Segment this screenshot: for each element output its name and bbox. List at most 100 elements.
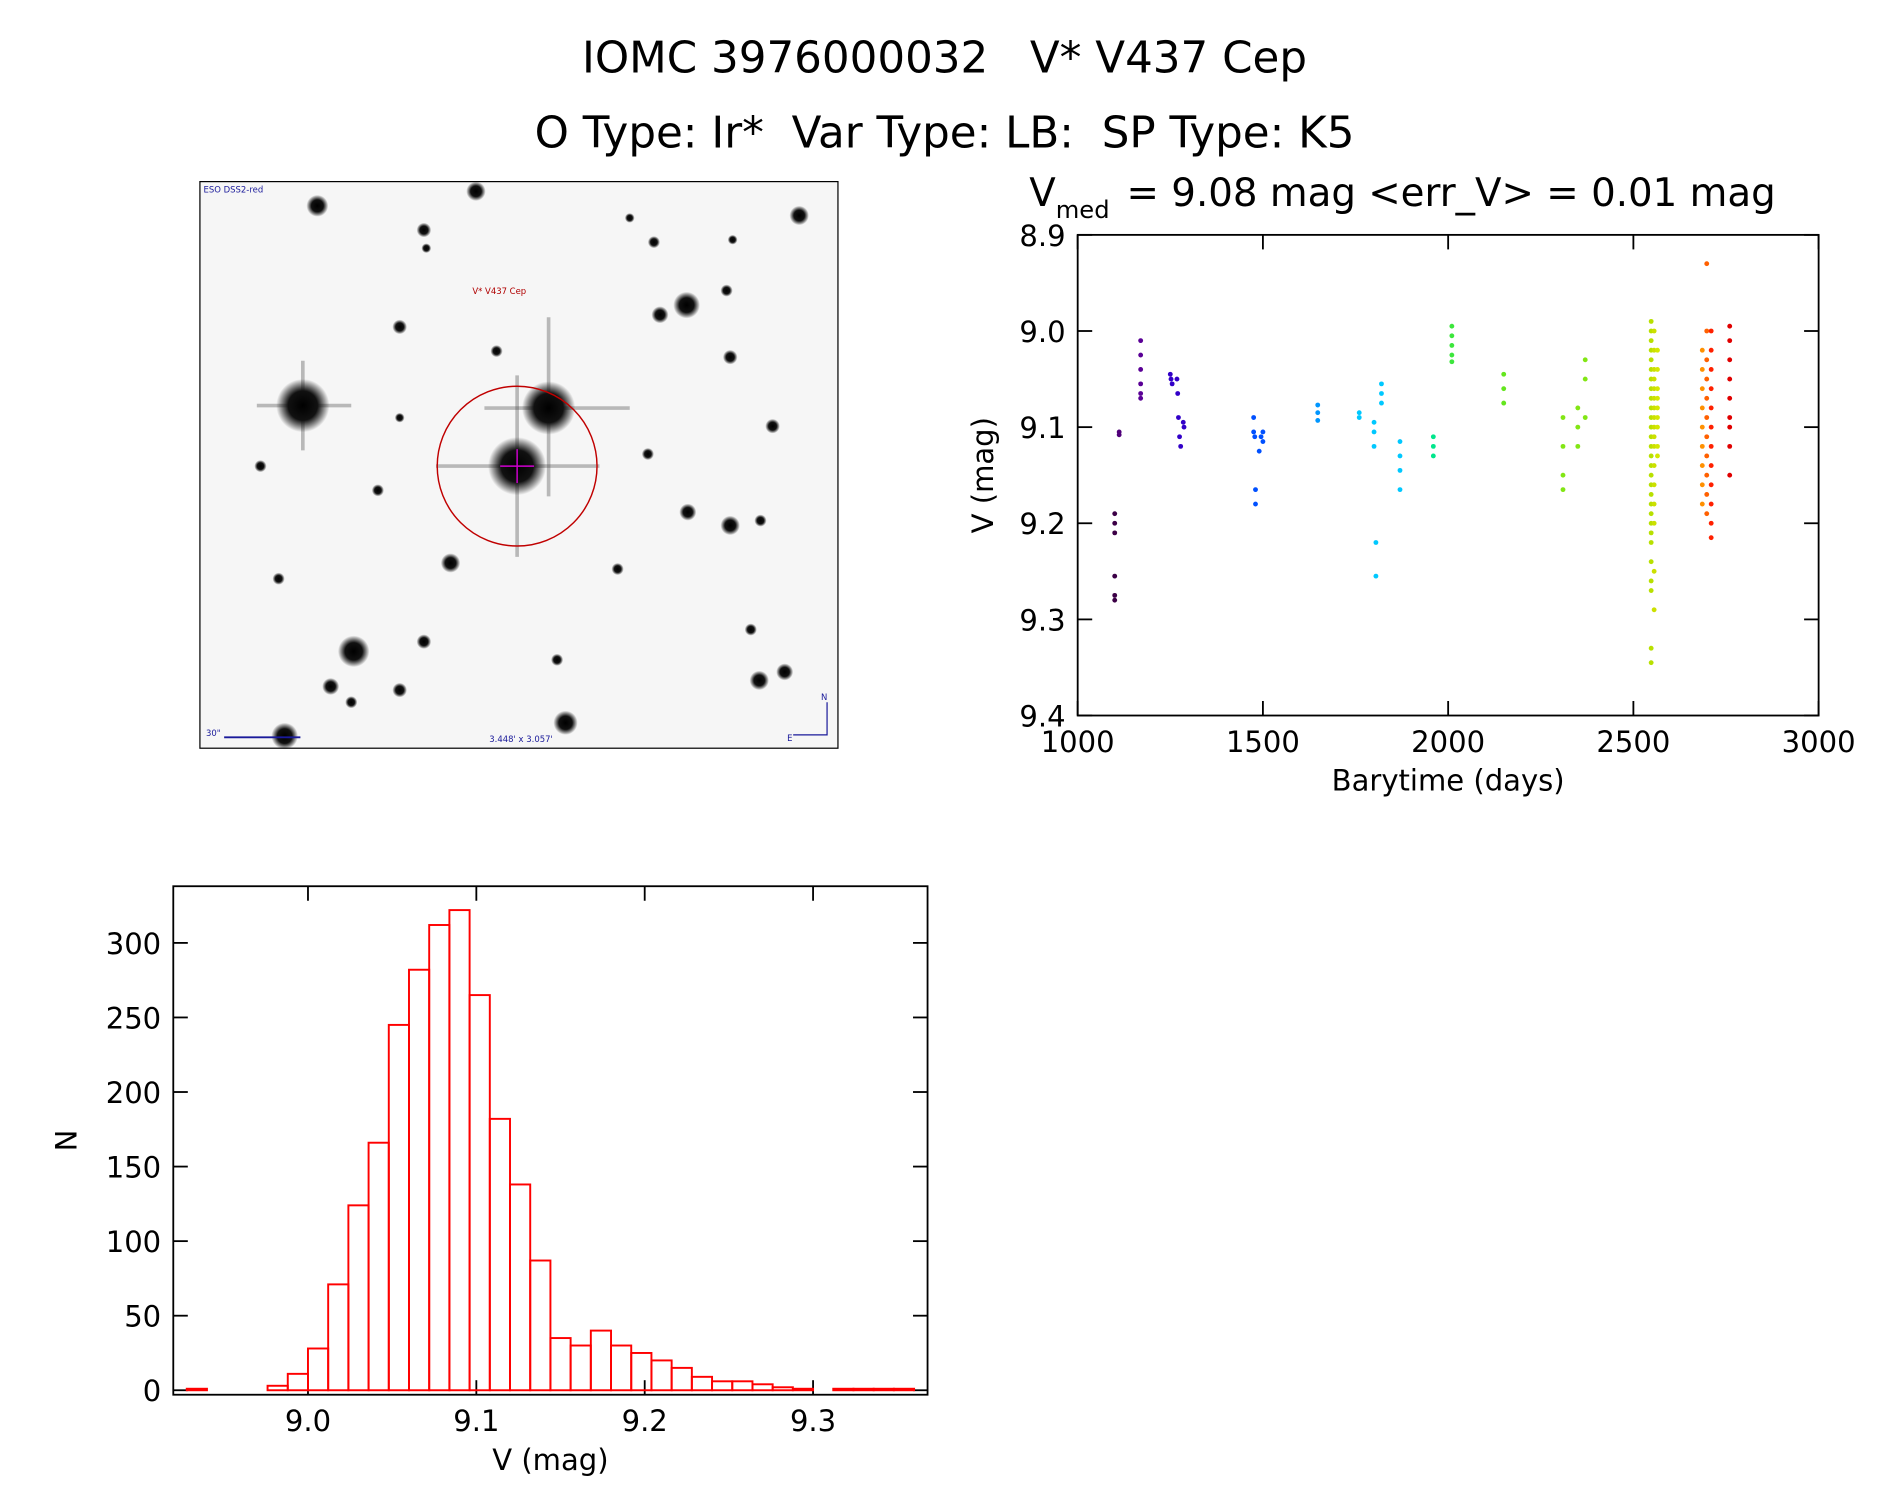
data-point bbox=[1575, 405, 1581, 411]
histogram-bar bbox=[892, 1387, 916, 1392]
star bbox=[679, 503, 697, 521]
data-point bbox=[1704, 453, 1710, 459]
star bbox=[624, 213, 635, 223]
data-point bbox=[1727, 376, 1733, 382]
title-prefix: V bbox=[1029, 171, 1056, 216]
data-point bbox=[1648, 453, 1654, 459]
histogram-bar bbox=[630, 1352, 653, 1392]
y-tick-label: 9.4 bbox=[1019, 699, 1065, 733]
field-size-label: 3.448' x 3.057' bbox=[489, 734, 553, 744]
histogram-bar bbox=[185, 1387, 208, 1392]
data-point bbox=[1699, 424, 1705, 430]
chart-title: Vmed = 9.08 mag <err_V> = 0.01 mag bbox=[1029, 171, 1775, 224]
plot-frame bbox=[172, 885, 929, 1396]
data-point bbox=[1699, 347, 1705, 353]
data-point bbox=[1651, 405, 1657, 411]
data-point bbox=[1112, 530, 1118, 536]
data-point bbox=[1575, 424, 1581, 430]
star bbox=[466, 181, 486, 201]
data-point bbox=[1727, 357, 1733, 363]
data-point bbox=[1138, 381, 1144, 387]
data-point bbox=[1655, 415, 1660, 420]
data-point bbox=[1648, 540, 1654, 545]
data-point bbox=[1379, 391, 1384, 396]
data-point bbox=[1727, 338, 1733, 344]
x-tick-label: 1000 bbox=[1041, 725, 1115, 759]
data-point bbox=[1371, 429, 1377, 435]
data-point bbox=[1727, 415, 1733, 420]
histogram-bar bbox=[731, 1380, 754, 1392]
star bbox=[727, 234, 738, 245]
data-point bbox=[1430, 453, 1436, 459]
y-tick-label: 9.3 bbox=[1019, 603, 1065, 637]
histogram-bar bbox=[327, 1283, 350, 1392]
star bbox=[647, 236, 660, 249]
data-point bbox=[1651, 395, 1657, 401]
data-point bbox=[1699, 386, 1705, 392]
data-point bbox=[1704, 376, 1710, 382]
histogram-bar bbox=[266, 1384, 289, 1392]
data-point bbox=[1708, 501, 1714, 507]
data-point bbox=[1501, 386, 1507, 392]
star bbox=[421, 243, 432, 254]
data-point bbox=[1138, 367, 1144, 372]
y-tick-label: 200 bbox=[106, 1076, 161, 1110]
x-tick-label: 2000 bbox=[1411, 725, 1485, 759]
data-point bbox=[1699, 501, 1705, 507]
data-point bbox=[1560, 472, 1566, 478]
star bbox=[392, 682, 407, 698]
data-point bbox=[1138, 352, 1144, 358]
star bbox=[521, 381, 576, 435]
data-point bbox=[1397, 453, 1403, 459]
data-point bbox=[1655, 443, 1660, 449]
histogram-bar bbox=[307, 1347, 330, 1392]
y-tick-label: 9.1 bbox=[1019, 411, 1065, 445]
star bbox=[651, 306, 669, 324]
data-point bbox=[1727, 323, 1733, 329]
star bbox=[272, 572, 285, 585]
data-point bbox=[1168, 376, 1174, 382]
data-point bbox=[1174, 376, 1180, 382]
histogram-bar bbox=[509, 1183, 532, 1392]
data-point bbox=[1251, 429, 1257, 435]
histogram-bar bbox=[408, 968, 431, 1392]
data-point bbox=[1648, 578, 1654, 584]
histogram-bar bbox=[468, 994, 491, 1392]
x-axis-label: V (mag) bbox=[492, 1443, 608, 1477]
data-point bbox=[1449, 323, 1455, 329]
star bbox=[720, 284, 733, 297]
y-axis-label: V (mag) bbox=[966, 417, 1000, 533]
y-tick-label: 250 bbox=[106, 1001, 161, 1035]
data-point bbox=[1253, 501, 1258, 507]
data-point bbox=[1138, 338, 1144, 344]
data-point bbox=[1699, 482, 1705, 488]
star bbox=[306, 194, 329, 217]
data-point bbox=[1449, 352, 1455, 358]
star bbox=[744, 623, 757, 636]
figure-title: IOMC 3976000032 V* V437 Cep bbox=[582, 34, 1307, 84]
star bbox=[254, 460, 267, 473]
data-point bbox=[1651, 347, 1657, 353]
x-tick-label: 9.0 bbox=[285, 1404, 331, 1438]
data-point bbox=[1397, 439, 1403, 444]
data-point bbox=[1176, 415, 1181, 420]
data-point bbox=[1655, 386, 1660, 392]
y-tick-label: 150 bbox=[106, 1150, 161, 1184]
data-point bbox=[1655, 453, 1660, 459]
histogram-bar bbox=[569, 1344, 592, 1392]
data-point bbox=[1704, 328, 1710, 334]
data-point bbox=[1112, 573, 1118, 579]
data-point bbox=[1315, 410, 1321, 416]
histogram-bar bbox=[690, 1375, 714, 1392]
data-point bbox=[1708, 482, 1714, 488]
data-point bbox=[1560, 443, 1566, 449]
histogram-bar bbox=[610, 1344, 633, 1392]
star bbox=[551, 653, 564, 666]
data-point bbox=[1648, 357, 1654, 363]
data-point bbox=[1704, 492, 1710, 497]
data-point bbox=[1648, 660, 1654, 666]
east-label: E bbox=[787, 733, 792, 743]
star bbox=[416, 222, 432, 238]
data-point bbox=[1708, 424, 1714, 430]
x-tick-label: 3000 bbox=[1782, 725, 1856, 759]
